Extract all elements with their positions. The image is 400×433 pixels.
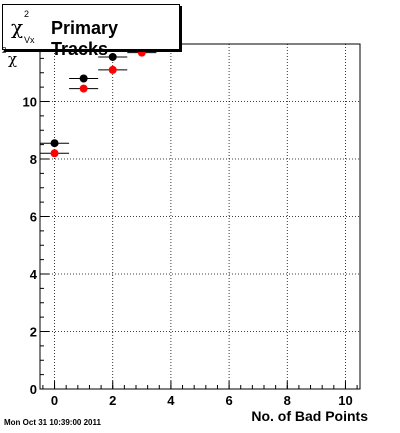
timestamp: Mon Oct 31 10:39:00 2011 — [4, 418, 101, 427]
data-point — [79, 84, 88, 93]
axes: 0 2 4 6 8 10 0 2 4 6 8 10 — [23, 43, 358, 408]
x-tick-label: 2 — [109, 393, 116, 408]
y-tick-label: 2 — [30, 325, 37, 340]
title-superscript: 2 — [24, 9, 30, 19]
title-subscript: Vx — [24, 35, 35, 45]
y-axis-label-superscript: 2 — [2, 46, 7, 55]
grid-lines — [40, 44, 360, 390]
x-tick-label: 6 — [225, 393, 232, 408]
chart-title-box: χ 2 Vx Primary Tracks — [2, 4, 180, 59]
y-tick-label: 0 — [30, 382, 37, 397]
data-point — [108, 52, 117, 61]
x-tick-label: 10 — [338, 393, 352, 408]
data-point — [137, 48, 146, 57]
y-tick-label: 8 — [30, 152, 37, 167]
x-tick-label: 0 — [51, 393, 58, 408]
y-axis-label: χ — [8, 50, 18, 68]
y-tick-label: 6 — [30, 210, 37, 225]
data-point — [79, 74, 88, 83]
x-tick-label: 8 — [284, 393, 291, 408]
chart-title: Primary Tracks — [51, 18, 119, 59]
data-marks — [40, 34, 157, 158]
x-axis-label: No. of Bad Points — [251, 408, 368, 424]
x-tick-label: 4 — [167, 393, 175, 408]
data-point — [50, 139, 59, 148]
y-tick-label: 4 — [30, 267, 38, 282]
y-tick-label: 10 — [23, 95, 37, 110]
data-point — [50, 149, 59, 158]
title-chi-symbol: χ — [11, 15, 24, 39]
data-point — [108, 65, 117, 74]
